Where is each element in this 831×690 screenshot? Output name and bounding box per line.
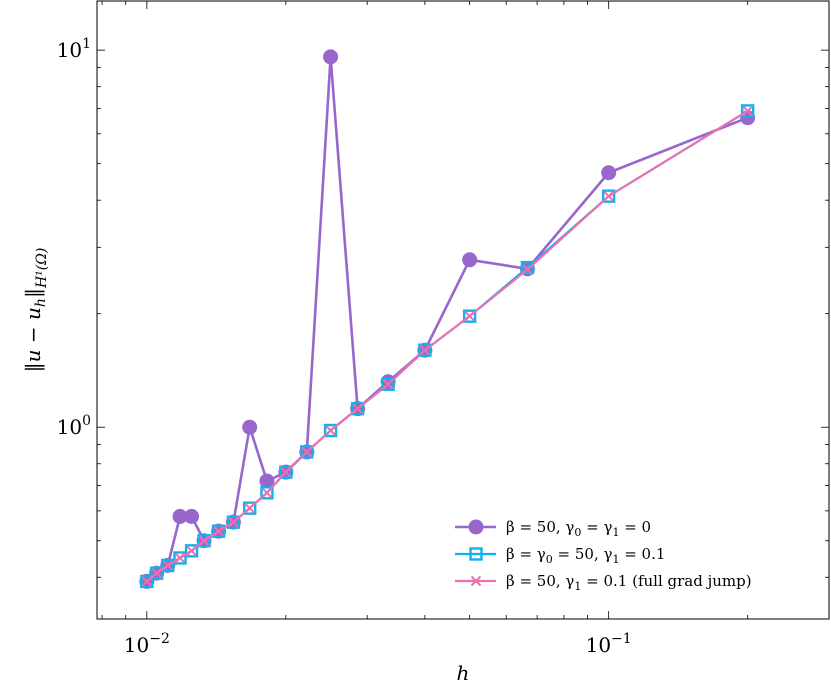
cross-stroke bbox=[151, 568, 162, 579]
data-point bbox=[742, 105, 753, 117]
data-point bbox=[520, 260, 535, 275]
cross-stroke bbox=[325, 425, 336, 436]
legend-marker bbox=[469, 547, 483, 561]
tick-labels: 10−2 10−1 100 101 bbox=[57, 36, 632, 657]
legend: β = 50, γ0 = γ1 = 0 β = γ0 = 50, γ1 = 0.1… bbox=[438, 509, 810, 602]
data-point bbox=[601, 165, 617, 181]
data-point bbox=[260, 486, 274, 500]
legend-item: β = 50, γ0 = γ1 = 0 bbox=[455, 518, 651, 539]
legend-marker bbox=[470, 575, 482, 587]
data-point bbox=[603, 190, 614, 202]
data-point bbox=[141, 576, 153, 587]
data-point bbox=[186, 545, 197, 557]
data-point bbox=[323, 49, 339, 65]
legend-label: β = γ0 = 50, γ1 = 0.1 bbox=[506, 545, 665, 566]
cross-stroke bbox=[301, 446, 312, 458]
x-tick-label: 10−2 bbox=[124, 631, 170, 657]
data-point bbox=[464, 310, 475, 322]
data-point bbox=[211, 524, 226, 538]
y-axis-label: ‖u − uh‖H¹(Ω) bbox=[21, 248, 50, 373]
cross-stroke bbox=[244, 502, 255, 514]
x-tick-label: 10−1 bbox=[586, 631, 632, 657]
data-point bbox=[462, 252, 478, 268]
data-point bbox=[140, 574, 154, 589]
cross-stroke bbox=[352, 403, 363, 414]
cross-stroke bbox=[470, 575, 482, 587]
cross-stroke bbox=[198, 535, 210, 546]
series-3 bbox=[141, 105, 753, 587]
series-group bbox=[139, 49, 756, 589]
data-point bbox=[184, 508, 200, 524]
cross-stroke bbox=[419, 345, 431, 356]
data-point bbox=[242, 419, 258, 435]
data-point bbox=[226, 515, 241, 529]
data-point bbox=[418, 343, 432, 357]
data-point bbox=[228, 516, 239, 528]
legend-item: β = γ0 = 50, γ1 = 0.1 bbox=[455, 545, 665, 566]
legend-label: β = 50, γ1 = 0.1 (full grad jump) bbox=[506, 572, 752, 593]
data-point bbox=[213, 525, 224, 537]
data-point bbox=[184, 544, 199, 558]
data-point bbox=[419, 345, 431, 356]
cross-stroke bbox=[228, 516, 239, 528]
data-point bbox=[151, 568, 162, 579]
data-point bbox=[382, 379, 394, 390]
cross-stroke bbox=[141, 576, 153, 587]
plot-frame bbox=[96, 0, 830, 620]
data-point bbox=[301, 446, 312, 458]
data-point bbox=[325, 425, 336, 436]
data-point bbox=[300, 445, 314, 459]
legend-item: β = 50, γ1 = 0.1 (full grad jump) bbox=[455, 572, 752, 593]
data-point bbox=[197, 534, 211, 548]
legend-label: β = 50, γ0 = γ1 = 0 bbox=[506, 518, 651, 539]
data-point bbox=[601, 189, 616, 203]
data-point bbox=[280, 466, 292, 478]
series-1 bbox=[139, 49, 756, 589]
data-point bbox=[462, 309, 477, 323]
cross-stroke bbox=[522, 264, 533, 275]
cross-stroke bbox=[186, 545, 197, 557]
data-point bbox=[522, 264, 533, 275]
data-point bbox=[381, 377, 395, 391]
legend-marker bbox=[468, 519, 484, 535]
data-point bbox=[242, 501, 257, 515]
cross-stroke bbox=[280, 466, 292, 478]
cross-stroke bbox=[213, 525, 224, 537]
data-point bbox=[244, 502, 255, 514]
data-point bbox=[740, 104, 755, 118]
cross-stroke bbox=[742, 105, 753, 117]
y-tick-label: 101 bbox=[57, 36, 91, 62]
y-axis-label-text: ‖u − uh‖H¹(Ω) bbox=[21, 248, 50, 373]
data-point bbox=[350, 401, 365, 416]
data-point bbox=[352, 403, 363, 414]
data-point bbox=[162, 560, 173, 571]
data-point bbox=[173, 551, 187, 565]
data-point bbox=[261, 487, 273, 498]
axis-ticks bbox=[97, 1, 829, 619]
data-point bbox=[279, 465, 293, 479]
x-axis-label: h bbox=[457, 661, 470, 685]
data-point bbox=[174, 552, 186, 564]
cross-stroke bbox=[464, 310, 475, 322]
legend-box bbox=[438, 509, 810, 602]
cross-stroke bbox=[174, 552, 186, 564]
cross-stroke bbox=[162, 560, 173, 571]
cross-stroke bbox=[603, 190, 614, 202]
data-point bbox=[323, 423, 338, 438]
cross-stroke bbox=[382, 379, 394, 390]
y-tick-label: 100 bbox=[57, 413, 91, 439]
data-point bbox=[198, 535, 210, 546]
cross-stroke bbox=[261, 487, 273, 498]
data-point bbox=[149, 566, 164, 580]
series-line bbox=[145, 55, 749, 583]
data-point bbox=[161, 558, 175, 573]
